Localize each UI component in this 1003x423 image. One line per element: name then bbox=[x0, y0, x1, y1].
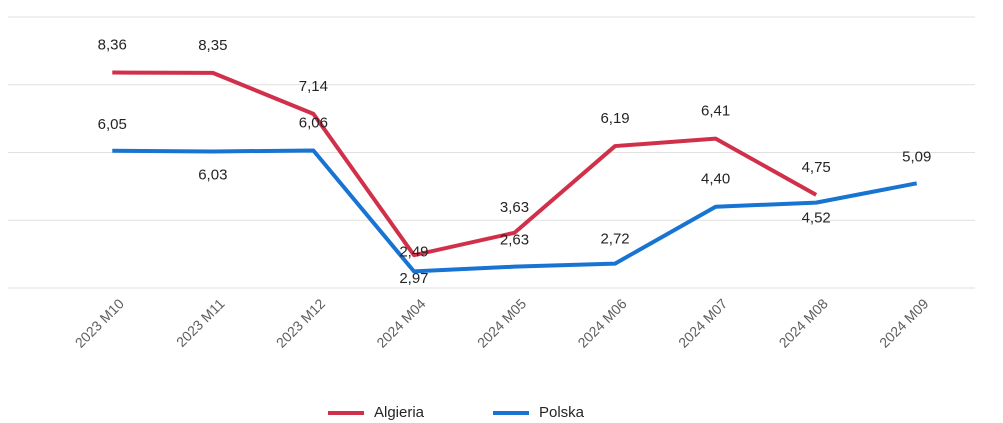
x-tick-label: 2024 M08 bbox=[776, 295, 831, 350]
data-label: 8,35 bbox=[198, 37, 227, 54]
data-label: 6,05 bbox=[98, 116, 127, 133]
data-label: 6,06 bbox=[299, 114, 328, 131]
data-label: 8,36 bbox=[98, 37, 127, 54]
legend-label: Polska bbox=[539, 404, 585, 421]
data-label: 6,03 bbox=[198, 166, 227, 183]
data-label: 4,40 bbox=[701, 171, 730, 188]
data-label: 6,41 bbox=[701, 103, 730, 120]
x-tick-label: 2024 M04 bbox=[373, 295, 428, 350]
data-label: 5,09 bbox=[902, 148, 931, 165]
series-line bbox=[112, 70, 818, 258]
x-tick-label: 2023 M11 bbox=[173, 295, 228, 350]
data-label: 7,14 bbox=[299, 78, 328, 95]
data-label: 2,49 bbox=[399, 243, 428, 260]
data-label: 2,72 bbox=[600, 231, 629, 248]
x-tick-label: 2024 M09 bbox=[876, 295, 931, 350]
x-tick-label: 2024 M05 bbox=[474, 295, 529, 350]
x-tick-label: 2024 M07 bbox=[675, 295, 730, 350]
data-label: 4,52 bbox=[802, 210, 831, 227]
data-label: 2,63 bbox=[500, 232, 529, 249]
data-label: 6,19 bbox=[600, 110, 629, 127]
data-label: 2,97 bbox=[399, 270, 428, 287]
x-tick-label: 2023 M12 bbox=[273, 295, 328, 350]
series-line bbox=[112, 148, 918, 274]
x-tick-label: 2023 M10 bbox=[72, 295, 127, 350]
data-label: 3,63 bbox=[500, 199, 529, 216]
data-label: 4,75 bbox=[802, 159, 831, 176]
x-tick-label: 2024 M06 bbox=[574, 295, 629, 350]
legend-label: Algieria bbox=[374, 404, 425, 421]
